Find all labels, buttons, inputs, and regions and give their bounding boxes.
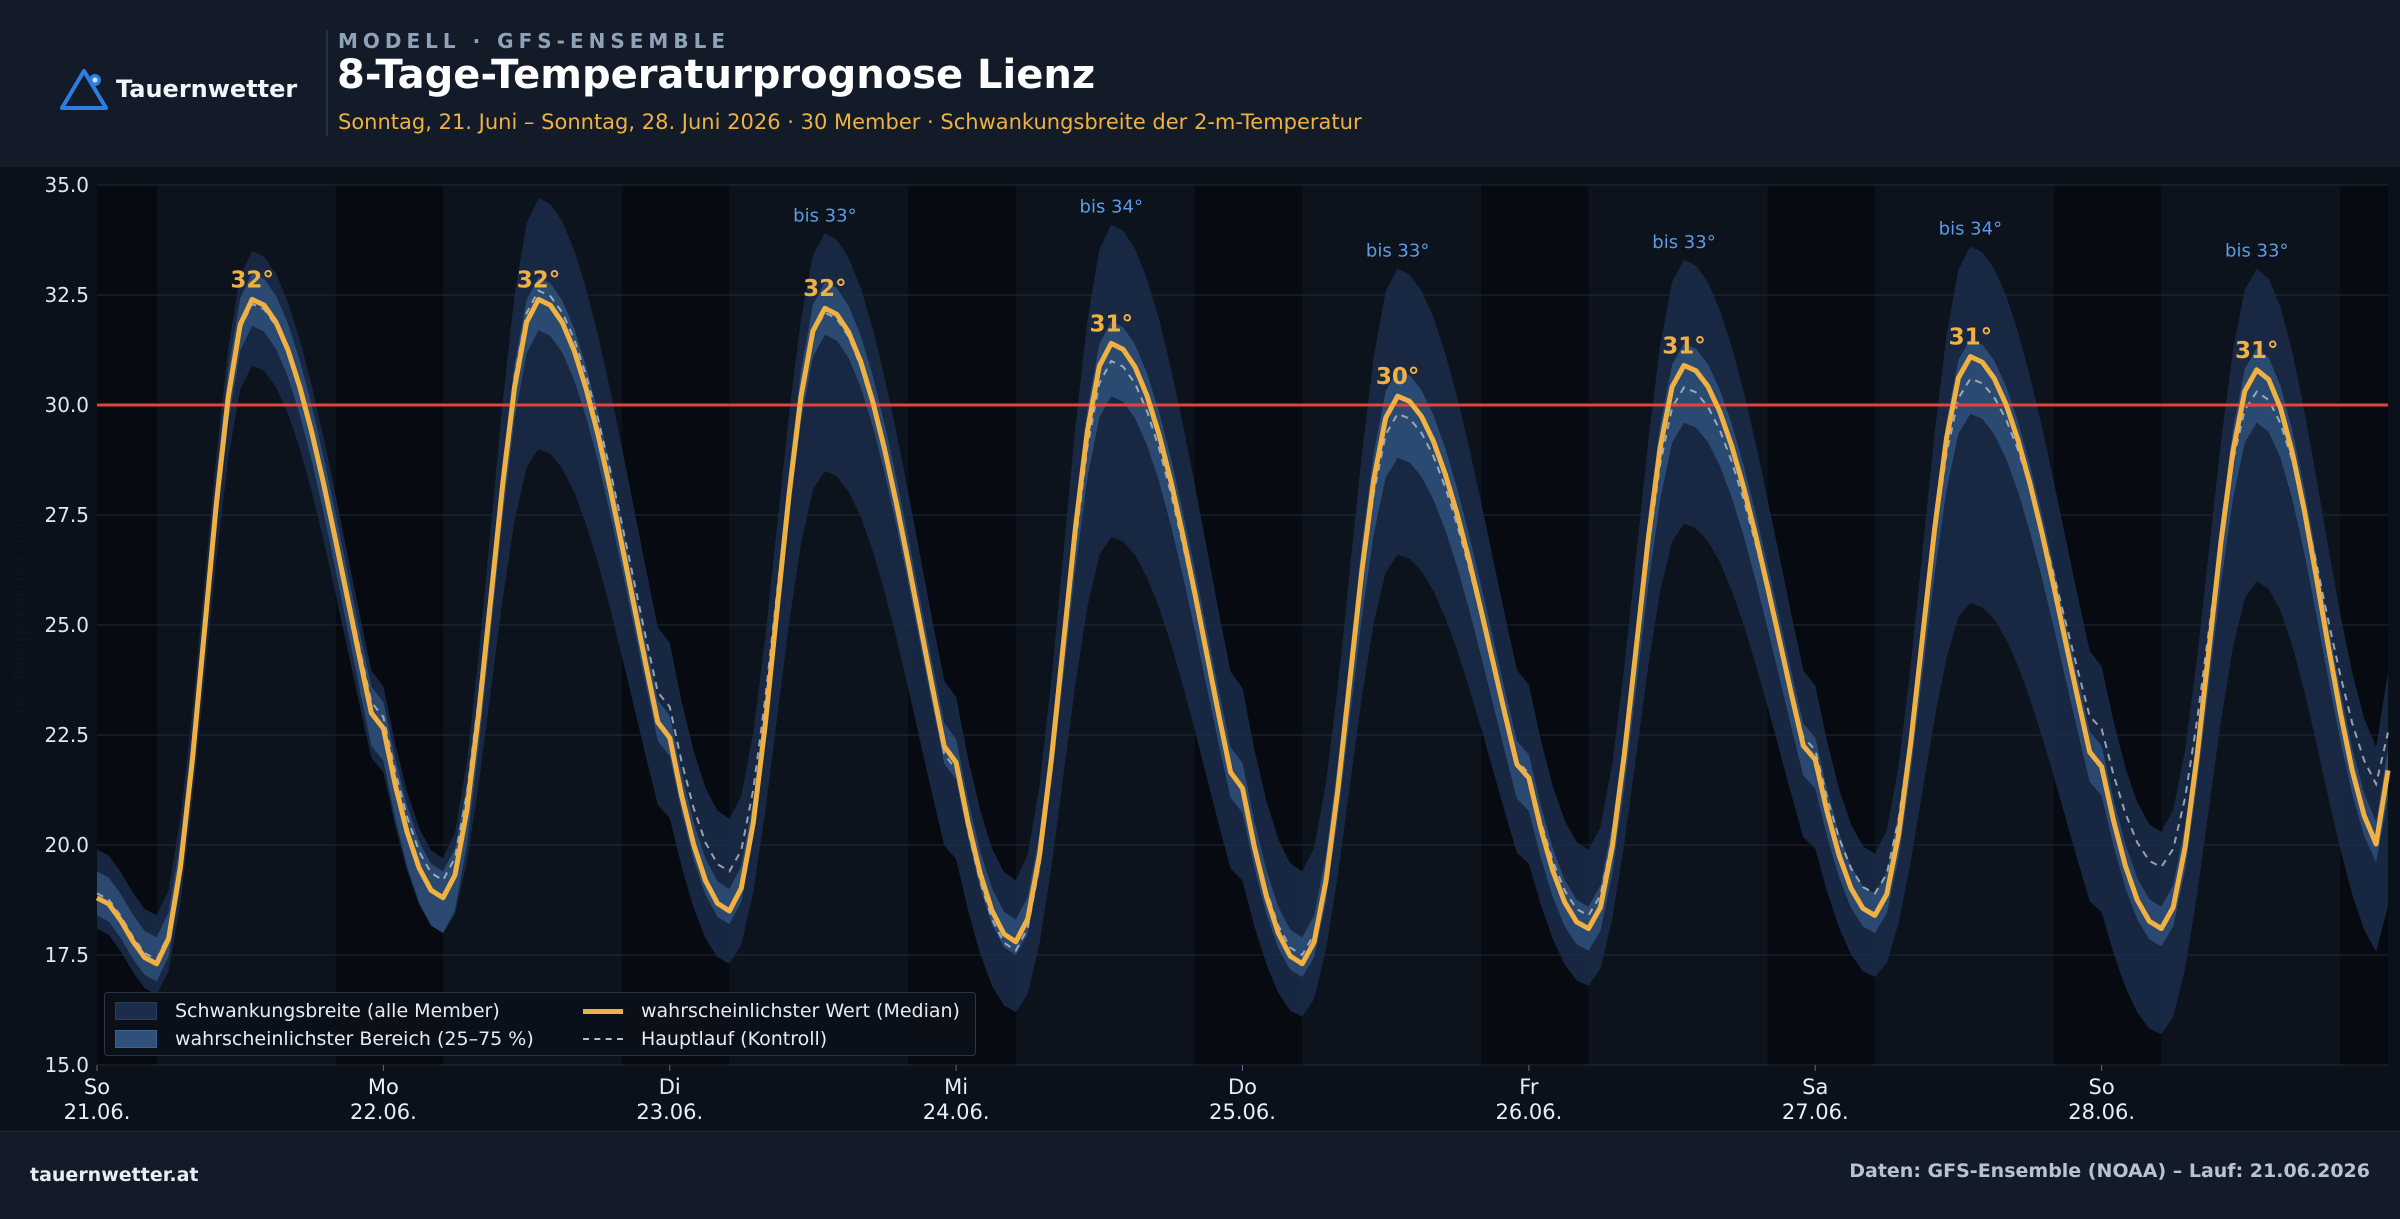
y-tick-label: 17.5 (44, 943, 89, 967)
series-band-iqr (97, 273, 2388, 982)
footer-site[interactable]: tauernwetter.at (30, 1164, 199, 1186)
series-band-all-members (97, 198, 2388, 1035)
peak-max-label: bis 33° (2225, 241, 2288, 262)
x-tick-weekday: So (2089, 1075, 2115, 1099)
y-tick-label: 32.5 (44, 283, 89, 307)
x-tick-weekday: Di (659, 1075, 681, 1099)
legend-item-band: Schwankungsbreite (alle Member) (115, 1000, 500, 1022)
legend-swatch-control (583, 1038, 623, 1040)
y-tick-label: 30.0 (44, 393, 89, 417)
peak-value-label: 31° (1662, 333, 1706, 359)
peak-value-label: 32° (517, 267, 561, 293)
legend-item-iqr: wahrscheinlichster Bereich (25–75 %) (115, 1028, 534, 1050)
y-tick-label: 20.0 (44, 833, 89, 857)
x-tick-weekday: Mo (368, 1075, 399, 1099)
x-tick-date: 21.06. (64, 1100, 131, 1124)
model-overline: MODELL · GFS-ENSEMBLE (338, 29, 730, 53)
x-tick-weekday: Do (1228, 1075, 1257, 1099)
peak-value-label: 31° (1089, 311, 1133, 337)
footer-source: Daten: GFS-Ensemble (NOAA) – Lauf: 21.06… (1849, 1160, 2370, 1182)
peak-value-label: 32° (803, 276, 847, 302)
x-tick-weekday: So (84, 1075, 110, 1099)
peak-max-label: bis 33° (1652, 232, 1715, 253)
peak-max-label: bis 34° (1939, 219, 2002, 240)
page-title: 8-Tage-Temperaturprognose Lienz (337, 52, 1096, 98)
y-tick-label: 35.0 (44, 173, 89, 197)
header-divider (326, 30, 328, 136)
peak-max-label: bis 33° (1366, 241, 1429, 262)
legend-swatch-band (115, 1002, 157, 1020)
mountain-logo-icon (60, 69, 108, 110)
x-tick-weekday: Mi (944, 1075, 968, 1099)
legend-label-control: Hauptlauf (Kontroll) (641, 1028, 828, 1050)
x-tick-date: 24.06. (923, 1100, 990, 1124)
temperature-chart: 15.0 17.5 20.0 22.5 25.0 27.5 30.0 32.5 35.0 2-m-… (9, 173, 2391, 1124)
x-tick-date: 25.06. (1209, 1100, 1276, 1124)
legend-item-control: Hauptlauf (Kontroll) (583, 1028, 827, 1050)
footer: tauernwetter.at Daten: GFS-Ensemble (NOA… (0, 1131, 2400, 1219)
x-tick-weekday: Sa (1802, 1075, 1828, 1099)
x-tick-weekday: Fr (1519, 1075, 1539, 1099)
peak-max-label: bis 33° (793, 205, 856, 226)
peak-value-label: 31° (1949, 325, 1993, 351)
y-tick-label: 22.5 (44, 723, 89, 747)
legend-label-median: wahrscheinlichster Wert (Median) (641, 1000, 960, 1022)
chart-legend: Schwankungsbreite (alle Member) wahrsche… (104, 992, 976, 1056)
x-tick-date: 22.06. (350, 1100, 417, 1124)
peak-value-label: 31° (2235, 338, 2279, 364)
x-tick-date: 27.06. (1782, 1100, 1849, 1124)
legend-label-band: Schwankungsbreite (alle Member) (175, 1000, 500, 1022)
header: Tauernwetter MODELL · GFS-ENSEMBLE 8-Tag… (0, 0, 2400, 167)
legend-label-iqr: wahrscheinlichster Bereich (25–75 %) (175, 1028, 534, 1050)
brand-logo[interactable]: Tauernwetter (60, 66, 297, 112)
peak-max-label: bis 34° (1080, 197, 1143, 218)
y-tick-label: 27.5 (44, 503, 89, 527)
legend-item-median: wahrscheinlichster Wert (Median) (583, 1000, 960, 1022)
y-tick-label: 15.0 (44, 1053, 89, 1077)
legend-swatch-median (583, 1008, 623, 1014)
x-tick-date: 26.06. (1495, 1100, 1562, 1124)
x-tick-date: 28.06. (2068, 1100, 2135, 1124)
page-subtitle: Sonntag, 21. Juni – Sonntag, 28. Juni 20… (338, 110, 1362, 134)
series-median (95, 296, 2391, 967)
y-axis-label: 2-m-Temperatur (°C) (9, 522, 33, 728)
peak-value-label: 30° (1376, 364, 1420, 390)
x-tick-date: 23.06. (636, 1100, 703, 1124)
brand-name: Tauernwetter (116, 75, 298, 103)
peak-value-label: 32° (230, 267, 274, 293)
y-tick-label: 25.0 (44, 613, 89, 637)
legend-swatch-iqr (115, 1030, 157, 1048)
